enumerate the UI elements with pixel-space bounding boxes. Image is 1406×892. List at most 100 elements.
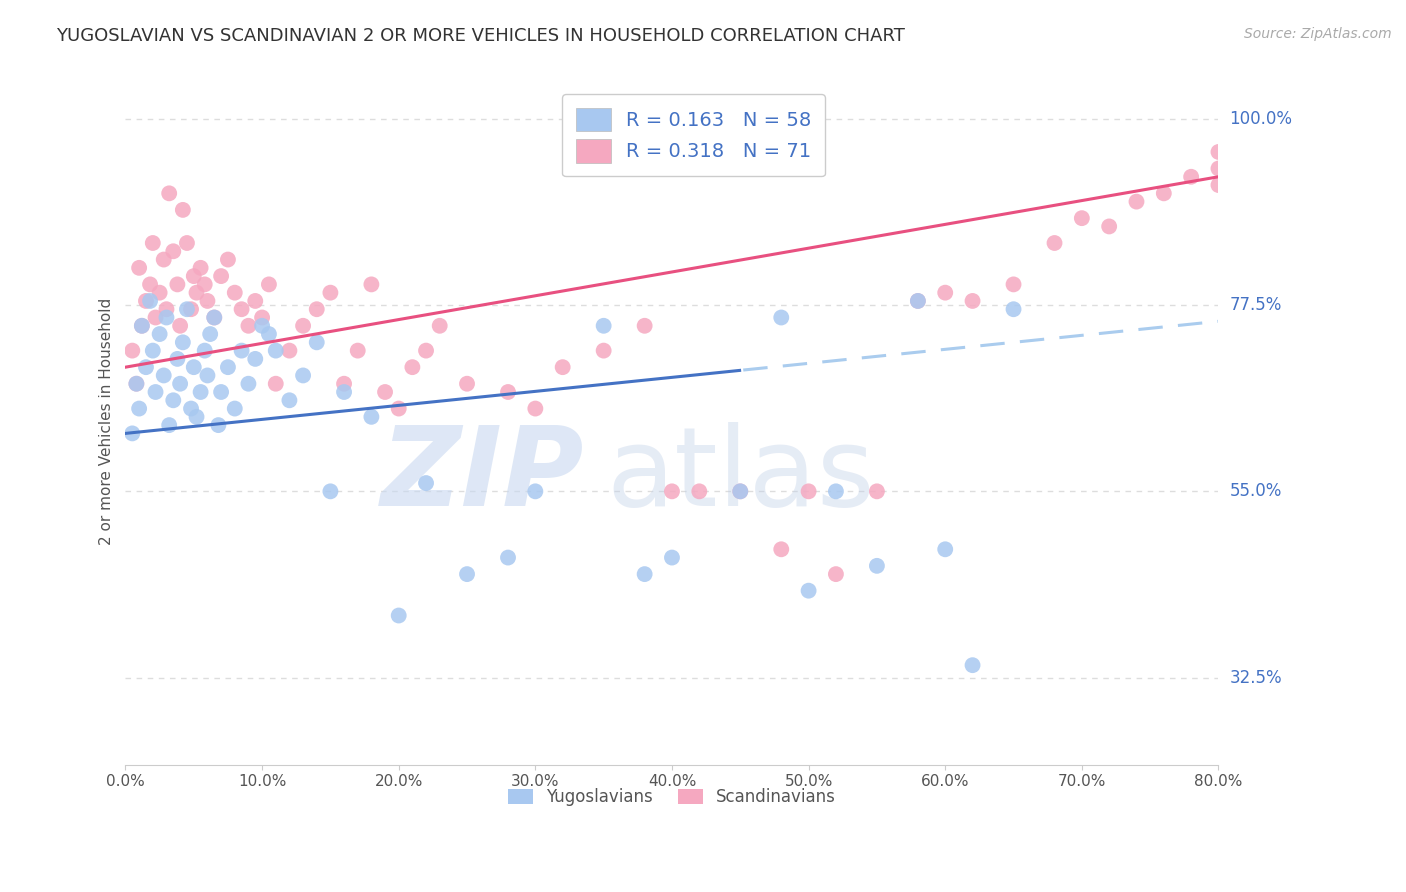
Text: atlas: atlas: [606, 423, 875, 530]
Text: 55.0%: 55.0%: [1230, 483, 1282, 500]
Point: [224, 401, 246, 416]
Point: [401, 360, 423, 375]
Point: [962, 293, 984, 308]
Point: [374, 384, 396, 399]
Point: [169, 318, 191, 333]
Point: [155, 302, 177, 317]
Point: [1002, 302, 1025, 317]
Point: [172, 202, 194, 217]
Point: [121, 426, 143, 441]
Point: [217, 252, 239, 267]
Point: [661, 550, 683, 565]
Text: ZIP: ZIP: [381, 423, 585, 530]
Point: [186, 409, 208, 424]
Point: [278, 343, 301, 358]
Point: [125, 376, 148, 391]
Point: [730, 484, 752, 499]
Point: [149, 327, 172, 342]
Point: [797, 583, 820, 598]
Point: [1002, 277, 1025, 292]
Point: [180, 401, 202, 416]
Point: [388, 608, 411, 623]
Point: [176, 302, 198, 317]
Point: [770, 542, 793, 557]
Point: [770, 310, 793, 325]
Point: [166, 351, 188, 366]
Text: 77.5%: 77.5%: [1230, 296, 1282, 314]
Point: [1208, 145, 1230, 159]
Point: [190, 384, 212, 399]
Point: [305, 302, 328, 317]
Point: [292, 368, 315, 383]
Point: [152, 252, 174, 267]
Point: [264, 376, 287, 391]
Point: [169, 376, 191, 391]
Point: [456, 376, 478, 391]
Point: [194, 277, 217, 292]
Point: [456, 567, 478, 582]
Point: [207, 418, 229, 433]
Point: [149, 285, 172, 300]
Point: [172, 335, 194, 350]
Point: [131, 318, 153, 333]
Point: [1125, 194, 1147, 209]
Point: [866, 558, 889, 573]
Point: [135, 293, 157, 308]
Point: [1070, 211, 1092, 226]
Point: [152, 368, 174, 383]
Point: [688, 484, 710, 499]
Point: [197, 293, 219, 308]
Point: [231, 343, 253, 358]
Point: [183, 269, 205, 284]
Point: [155, 310, 177, 325]
Point: [183, 360, 205, 375]
Point: [139, 277, 162, 292]
Point: [360, 277, 382, 292]
Point: [866, 484, 889, 499]
Point: [257, 327, 280, 342]
Point: [125, 376, 148, 391]
Point: [121, 343, 143, 358]
Point: [524, 401, 547, 416]
Point: [131, 318, 153, 333]
Point: [142, 235, 165, 250]
Point: [496, 550, 519, 565]
Point: [934, 285, 956, 300]
Point: [333, 376, 356, 391]
Point: [250, 318, 273, 333]
Text: 100.0%: 100.0%: [1230, 110, 1292, 128]
Point: [592, 318, 614, 333]
Point: [360, 409, 382, 424]
Point: [190, 260, 212, 275]
Point: [128, 260, 150, 275]
Point: [1153, 186, 1175, 201]
Point: [496, 384, 519, 399]
Point: [238, 318, 260, 333]
Point: [224, 285, 246, 300]
Point: [209, 384, 232, 399]
Text: Source: ZipAtlas.com: Source: ZipAtlas.com: [1244, 27, 1392, 41]
Point: [162, 244, 184, 259]
Point: [1180, 169, 1202, 184]
Point: [1208, 178, 1230, 192]
Point: [415, 476, 437, 491]
Point: [633, 318, 655, 333]
Point: [166, 277, 188, 292]
Y-axis label: 2 or more Vehicles in Household: 2 or more Vehicles in Household: [100, 297, 114, 545]
Point: [633, 567, 655, 582]
Point: [157, 186, 180, 201]
Point: [202, 310, 225, 325]
Point: [197, 368, 219, 383]
Point: [429, 318, 451, 333]
Point: [238, 376, 260, 391]
Point: [162, 393, 184, 408]
Point: [797, 484, 820, 499]
Point: [319, 484, 342, 499]
Text: YUGOSLAVIAN VS SCANDINAVIAN 2 OR MORE VEHICLES IN HOUSEHOLD CORRELATION CHART: YUGOSLAVIAN VS SCANDINAVIAN 2 OR MORE VE…: [56, 27, 905, 45]
Legend: Yugoslavians, Scandinavians: Yugoslavians, Scandinavians: [499, 780, 845, 814]
Point: [825, 484, 848, 499]
Point: [907, 293, 929, 308]
Point: [415, 343, 437, 358]
Point: [142, 343, 165, 358]
Point: [551, 360, 574, 375]
